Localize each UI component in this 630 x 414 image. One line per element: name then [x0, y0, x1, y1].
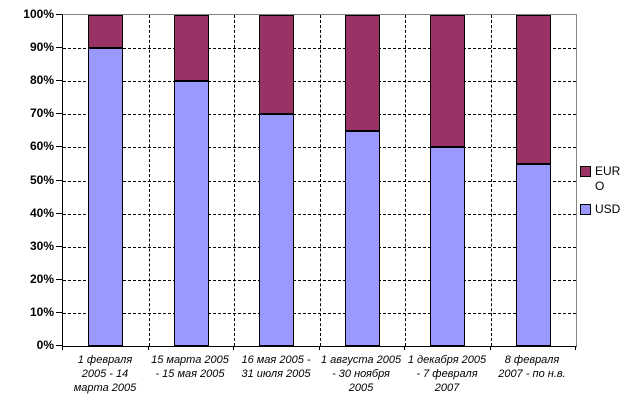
bar-segment-usd: [174, 81, 209, 346]
y-axis-tick-mark: [56, 246, 62, 247]
bar-segment-euro: [174, 15, 209, 82]
y-axis-tick-mark: [56, 180, 62, 181]
legend-swatch-euro-icon: [580, 166, 591, 177]
x-axis-category-label: 15 марта 2005 - 15 мая 2005: [151, 354, 229, 380]
bar-segment-euro: [259, 15, 294, 115]
vertical-gridline: [319, 15, 321, 346]
vertical-gridline: [490, 15, 492, 346]
y-axis-tick-mark: [56, 146, 62, 147]
x-axis-tick-mark: [319, 346, 320, 350]
x-axis-tick-mark: [62, 346, 63, 350]
x-axis-category-label: 1 августа 2005 - 30 ноября 2005: [320, 354, 402, 394]
legend-label: USD: [595, 202, 621, 216]
y-axis-tick-mark: [56, 312, 62, 313]
y-axis-tick-label: 20%: [29, 271, 54, 286]
x-axis-category-label: 8 февраля 2007 - по н.в.: [498, 354, 566, 380]
bar-segment-euro: [345, 15, 380, 131]
y-axis-tick-mark: [56, 80, 62, 81]
bar-segment-usd: [516, 163, 551, 346]
y-axis-tick-mark: [56, 345, 62, 346]
x-axis-tick-mark: [148, 346, 149, 350]
bar-segment-usd: [88, 48, 123, 346]
legend-item-usd: USD: [580, 202, 627, 217]
x-axis-category-label: 1 декабря 2005 - 7 февраля 2007: [407, 354, 487, 394]
bar-segment-euro: [430, 15, 465, 148]
bar-segment-usd: [430, 147, 465, 346]
x-axis-tick-mark: [490, 346, 491, 350]
y-axis-tick-mark: [56, 47, 62, 48]
y-axis-tick-label: 50%: [29, 172, 54, 187]
legend-swatch-usd-icon: [580, 204, 591, 215]
bar-segment-euro: [516, 14, 551, 164]
y-axis-tick-label: 80%: [29, 73, 54, 88]
y-axis-tick-mark: [56, 113, 62, 114]
y-axis-tick-label: 60%: [29, 139, 54, 154]
y-axis-tick-label: 30%: [29, 238, 54, 253]
y-axis-tick-label: 10%: [29, 304, 54, 319]
y-axis-tick-label: 70%: [29, 106, 54, 121]
y-axis-tick-label: 0%: [36, 338, 54, 352]
x-axis-tick-mark: [233, 346, 234, 350]
legend-item-euro: EURO: [580, 164, 627, 194]
legend-label: EURO: [595, 164, 621, 193]
y-axis-tick-mark: [56, 279, 62, 280]
y-axis-tick-mark: [56, 213, 62, 214]
y-axis-tick-label: 40%: [29, 205, 54, 220]
x-axis-category-label: 16 мая 2005 - 31 июля 2005: [241, 354, 311, 380]
y-axis-tick-label: 100%: [23, 7, 54, 21]
vertical-gridline: [234, 15, 235, 346]
bar-segment-usd: [345, 130, 380, 346]
vertical-gridline: [148, 15, 150, 346]
x-axis-tick-mark: [575, 346, 576, 350]
bar-segment-euro: [88, 15, 123, 49]
vertical-gridline: [405, 15, 406, 346]
x-axis-tick-mark: [404, 346, 405, 350]
plot-area: [62, 14, 577, 347]
bar-segment-usd: [259, 114, 294, 346]
y-axis-tick-mark: [56, 14, 62, 15]
x-axis-category-label: 1 февраля 2005 - 14 марта 2005: [73, 354, 137, 394]
y-axis-tick-label: 90%: [29, 40, 54, 55]
